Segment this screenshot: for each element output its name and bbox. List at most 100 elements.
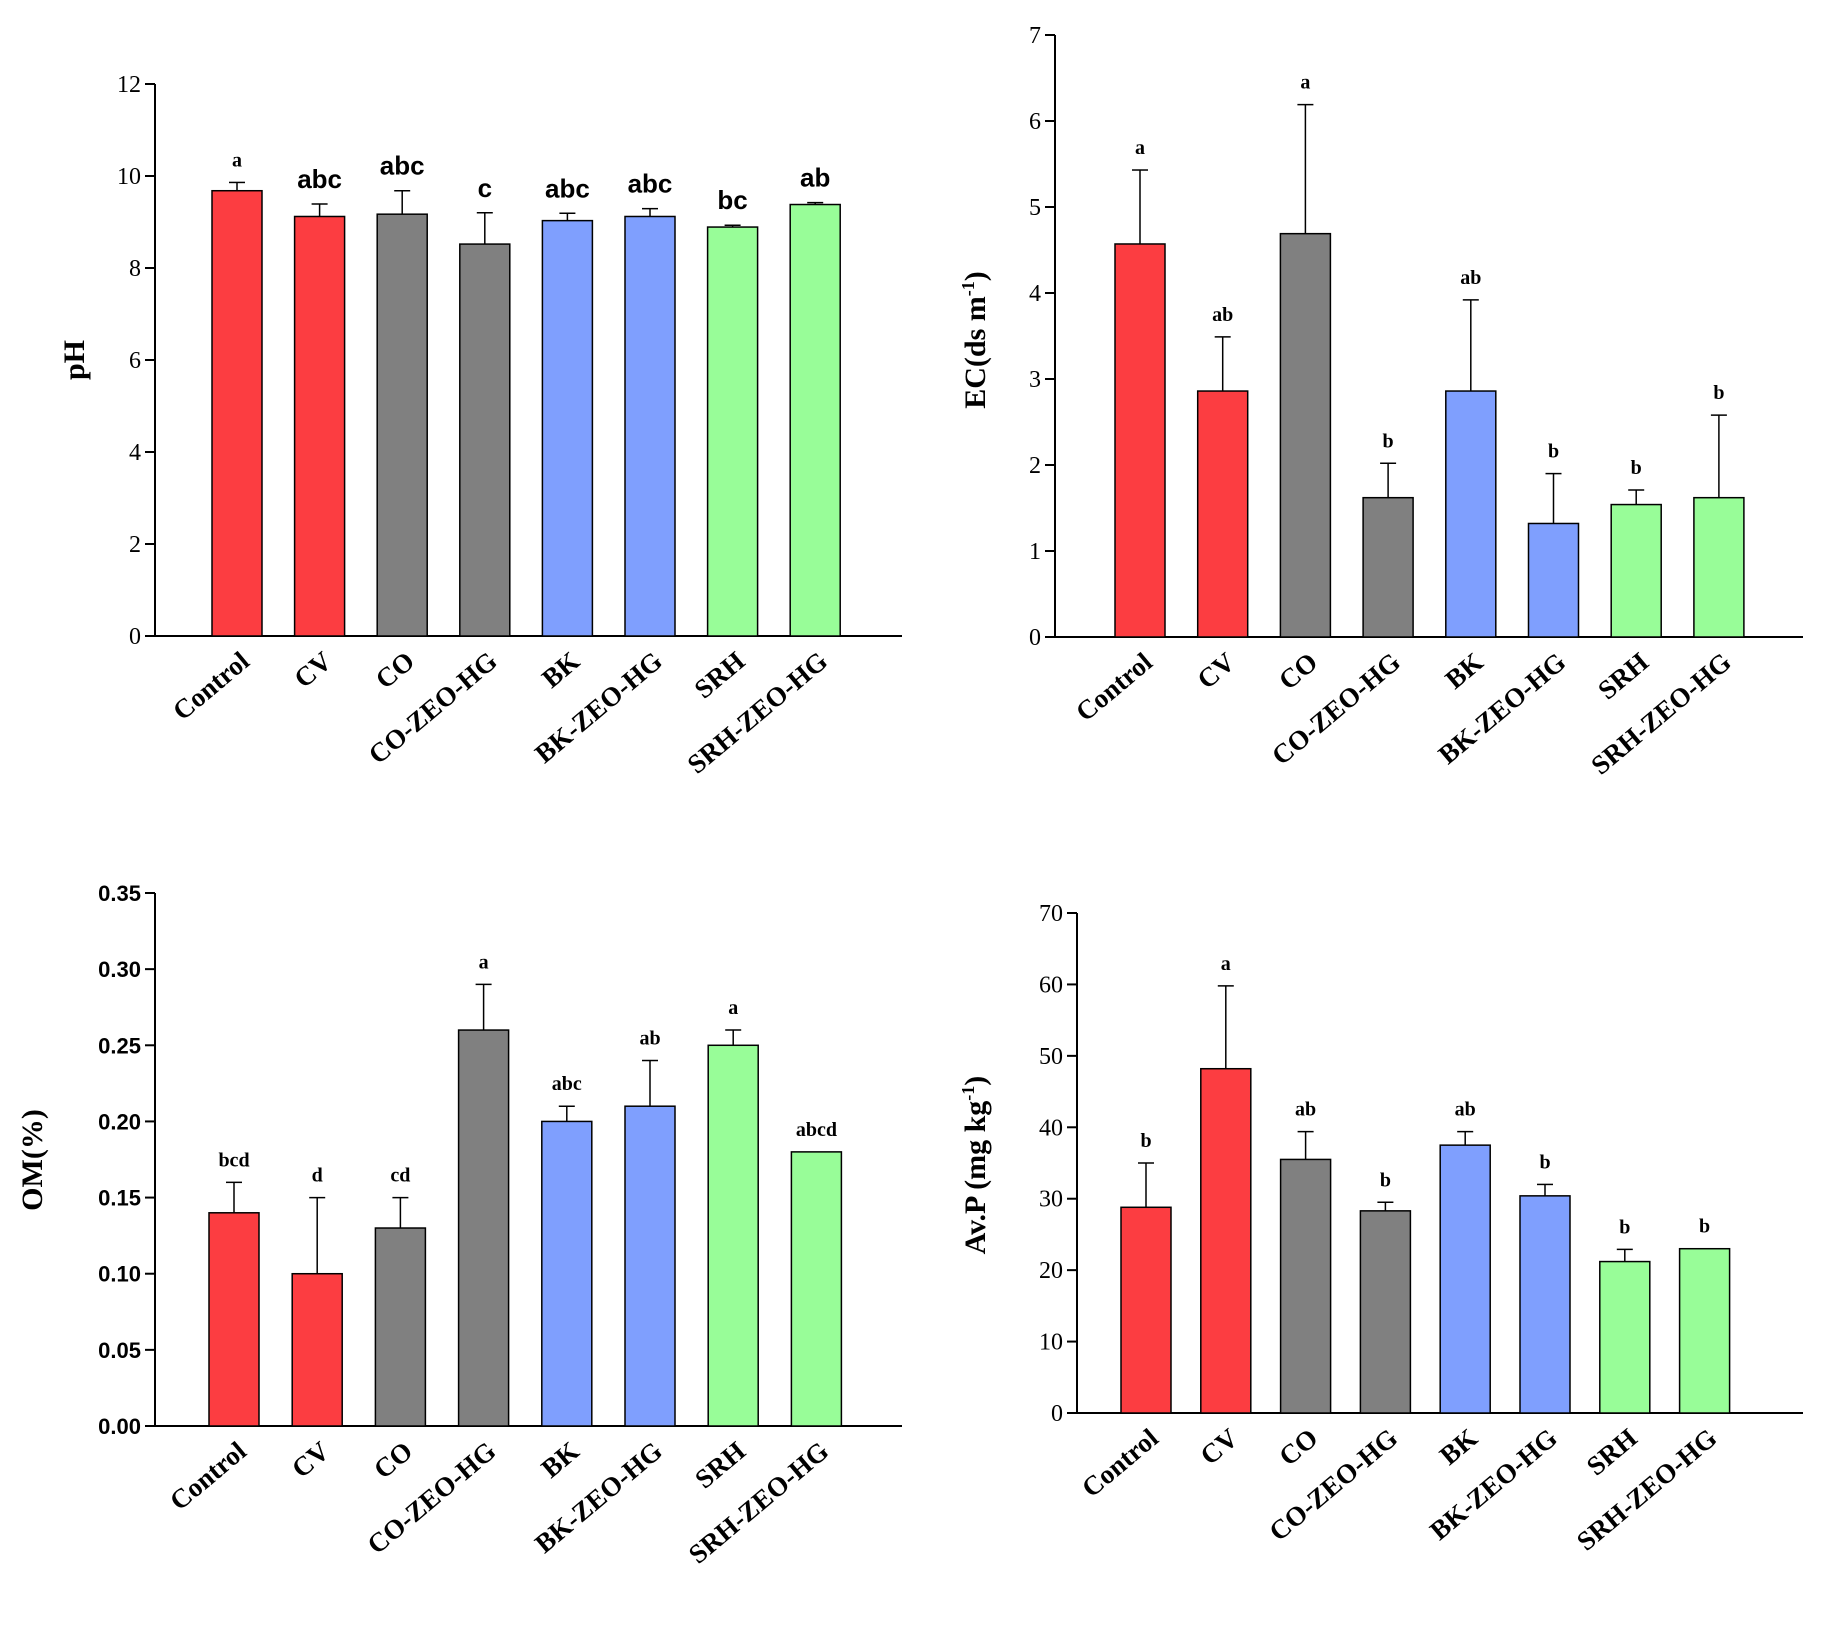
category-label: SRH	[689, 1436, 751, 1495]
bar	[459, 243, 511, 637]
bar	[789, 203, 841, 637]
significance-letter: b	[1380, 1169, 1391, 1191]
category-label: CV	[288, 645, 338, 693]
significance-letter: ab	[1295, 1099, 1316, 1121]
panel-om: 0.00 0.05 0.10 0.15 0.20 0.25 0.30 0.35 OM(%) bcd…	[16, 881, 902, 1569]
category-label: SRH-ZEO-HG	[683, 1436, 834, 1570]
bar	[1693, 496, 1745, 638]
category-label: CO	[1273, 1423, 1323, 1472]
significance-letter: a	[1135, 137, 1145, 159]
y-tick-label: 5	[1029, 195, 1041, 221]
bar	[1439, 1144, 1491, 1414]
category-label: SRH-ZEO-HG	[1585, 647, 1736, 781]
category-label: CO	[1273, 647, 1323, 696]
bar	[1359, 1210, 1412, 1414]
bar	[1279, 232, 1332, 638]
y-tick-label: 40	[1039, 1115, 1063, 1141]
bar	[1610, 503, 1662, 638]
significance-letter: b	[1631, 457, 1642, 479]
significance-letter: bcd	[218, 1149, 249, 1171]
significance-letter: ab	[639, 1028, 660, 1050]
y-tick-label: 0.10	[98, 1262, 141, 1287]
y-tick-label: 60	[1039, 972, 1063, 998]
y-tick-label: 50	[1039, 1044, 1063, 1070]
y-tick-label: 0	[1051, 1401, 1063, 1427]
category-label: BK	[1434, 1423, 1483, 1471]
bar	[1200, 1067, 1252, 1414]
bar	[1279, 1158, 1332, 1414]
significance-letter: a	[232, 149, 242, 171]
y-tick-label: 30	[1039, 1187, 1063, 1213]
significance-letter: a	[1300, 72, 1310, 94]
y-tick-label: 2	[1029, 453, 1041, 479]
category-label: SRH-ZEO-HG	[682, 646, 833, 780]
bar	[624, 215, 676, 637]
category-label: BK	[535, 1436, 584, 1484]
y-axis-title: OM(%)	[16, 1109, 49, 1211]
y-tick-label: 0.15	[98, 1186, 141, 1211]
y-tick-label: 4	[1029, 281, 1041, 307]
category-label: CO	[370, 646, 420, 695]
significance-letter: a	[479, 951, 489, 973]
bar	[457, 1029, 510, 1427]
significance-letter: ab	[1212, 304, 1233, 326]
bar	[1114, 243, 1166, 638]
significance-letter: d	[312, 1165, 323, 1187]
significance-letter: a	[1221, 953, 1231, 975]
significance-letter: b	[1383, 430, 1394, 452]
panel-av-p: 0 10 20 30 40 50 60 70 Av.P (mg kg-1) b Control a CV…	[958, 901, 1803, 1556]
significance-letter: c	[478, 173, 492, 203]
y-tick-label: 3	[1029, 367, 1041, 393]
y-tick-label: 2	[129, 532, 141, 558]
y-tick-label: 0	[129, 624, 141, 650]
y-tick-label: 8	[129, 256, 141, 282]
significance-letter: b	[1539, 1151, 1550, 1173]
category-label: BK	[1439, 647, 1488, 695]
category-label: Control	[167, 645, 255, 726]
y-tick-label: 0.05	[98, 1338, 141, 1363]
y-tick-label: 0.25	[98, 1033, 141, 1058]
category-label: Control	[164, 1435, 252, 1516]
bar	[211, 189, 263, 637]
bar	[293, 215, 346, 637]
significance-letter: abc	[297, 164, 342, 194]
bar	[208, 1212, 260, 1427]
bar	[376, 213, 428, 637]
y-tick-label: 6	[1029, 109, 1041, 135]
bar	[790, 1151, 843, 1427]
y-axis-title: pH	[58, 340, 91, 380]
category-label: SRH	[1592, 647, 1654, 706]
significance-letter: abc	[628, 169, 673, 199]
significance-letter: abc	[552, 1073, 582, 1095]
y-tick-label: 0.00	[98, 1414, 141, 1439]
y-tick-label: 0	[1029, 625, 1041, 651]
category-label: CV	[1194, 1422, 1244, 1470]
y-tick-label: 20	[1039, 1258, 1063, 1284]
bar	[1120, 1206, 1172, 1414]
bar	[1445, 390, 1497, 638]
bar	[541, 1120, 593, 1427]
y-tick-label: 0.35	[98, 881, 141, 906]
bar	[1196, 390, 1249, 638]
category-label: CO	[368, 1436, 418, 1485]
bar	[1599, 1260, 1651, 1414]
y-tick-label: 10	[1039, 1330, 1063, 1356]
category-label: Control	[1070, 646, 1158, 727]
y-tick-label: 12	[117, 72, 141, 98]
category-label: SRH	[1581, 1423, 1643, 1482]
significance-letter: b	[1713, 382, 1724, 404]
category-label: CV	[286, 1435, 336, 1483]
significance-letter: a	[728, 997, 738, 1019]
y-tick-label: 4	[129, 440, 141, 466]
category-label: SRH-ZEO-HG	[1571, 1423, 1722, 1557]
y-axis-title: EC(ds m-1)	[958, 271, 992, 409]
significance-letter: b	[1699, 1216, 1710, 1238]
category-label: SRH	[689, 646, 751, 705]
y-tick-label: 70	[1039, 901, 1063, 927]
significance-letter: bc	[717, 185, 747, 215]
y-tick-label: 0.30	[98, 957, 141, 982]
significance-letter: abc	[545, 173, 590, 203]
significance-letter: b	[1619, 1216, 1630, 1238]
significance-letter: cd	[390, 1165, 410, 1187]
